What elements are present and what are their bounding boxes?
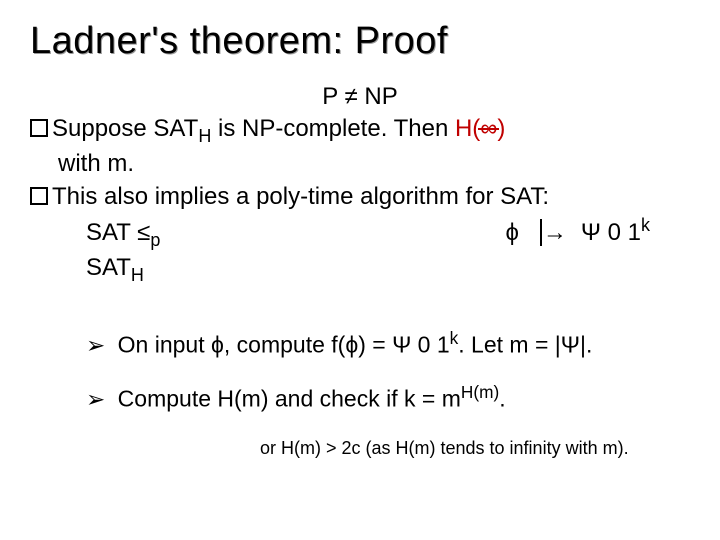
text-frag: . [499,386,505,412]
subscript-h: H [198,126,211,146]
arrow-step-2: ➢ Compute H(m) and check if k = mH(m). [86,382,690,413]
mapsto-icon: → [541,217,567,249]
superscript-hm: H(m) [461,382,499,402]
bullet-2: This also implies a poly-time algorithm … [30,181,690,213]
slide: Ladner's theorem: Proof P ≠ NP Suppose S… [0,0,720,540]
arrow-bullet-icon: ➢ [86,386,105,412]
text-frag: is NP-complete. Then [211,115,455,142]
bullet-1-cont: with m. [58,148,690,180]
text-frag: . Let m = |Ψ|. [458,332,592,358]
text-frag: This also implies a poly-time algorithm … [52,183,549,210]
spacer [30,287,690,305]
text-h-open: H( [455,115,480,142]
box-bullet-icon [30,187,48,205]
psi-0-1k: Ψ 0 1k [581,213,690,249]
subscript-h: H [131,265,144,285]
text-frag: SAT [86,254,131,281]
p-neq-np: P ≠ NP [30,81,690,113]
arrow-bullet-icon: ➢ [86,332,105,358]
sat-reduction-row: SAT ≤p ϕ → Ψ 0 1k [86,213,690,252]
text-frag: Ψ 0 1 [581,219,641,246]
sat-h: SATH [86,252,690,287]
text-frag: SAT ≤ [86,219,150,246]
sat-leq: SAT ≤p [86,217,160,252]
superscript-k: k [450,328,459,348]
slide-title: Ladner's theorem: Proof [30,20,690,63]
text-frag: Suppose SAT [52,115,198,142]
bullet-1: Suppose SATH is NP-complete. Then H(∞) [30,113,690,148]
slide-body: P ≠ NP Suppose SATH is NP-complete. Then… [30,81,690,460]
superscript-k: k [641,215,650,235]
footnote: or H(m) > 2c (as H(m) tends to infinity … [260,436,690,460]
text-frag: On input ϕ, compute f(ϕ) = Ψ 0 1 [118,332,450,358]
phi: ϕ [505,217,518,249]
text-frag: Compute H(m) and check if k = m [118,386,461,412]
arrow-step-1: ➢ On input ϕ, compute f(ϕ) = Ψ 0 1k. Let… [86,328,690,359]
box-bullet-icon [30,119,48,137]
subscript-p: p [150,230,160,250]
infinity-struck: ∞ [480,113,497,145]
